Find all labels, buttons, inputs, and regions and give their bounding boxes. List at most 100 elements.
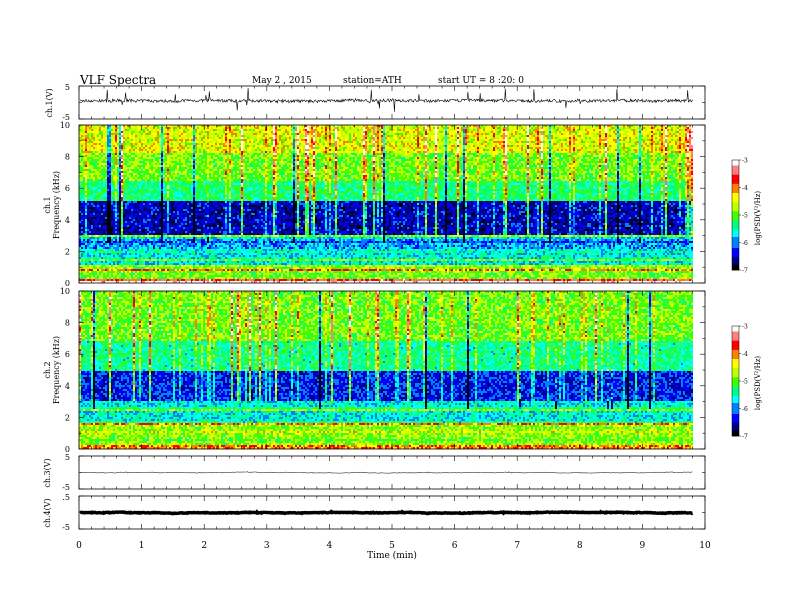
spectrogram-column — [451, 205, 453, 241]
spectrogram-column — [289, 279, 291, 281]
spectrogram-column — [323, 201, 325, 219]
spectrogram-column — [545, 157, 547, 275]
spectrogram-column — [221, 211, 223, 233]
spectrogram-column — [199, 149, 201, 279]
spectrogram-column — [269, 125, 271, 275]
colorbar-segment — [732, 229, 739, 232]
spectrogram-column — [133, 125, 135, 273]
spectrogram-column — [375, 215, 377, 217]
spectrogram-column — [423, 201, 425, 231]
spectrogram-column — [339, 181, 341, 263]
spectrogram-column — [567, 207, 569, 249]
spectrogram-column — [217, 127, 219, 153]
spectrogram-column — [505, 239, 507, 241]
spectrogram-column — [211, 157, 213, 263]
spectrogram-column — [197, 295, 199, 443]
spectrogram-column — [623, 189, 625, 263]
spectrogram-column — [497, 155, 499, 277]
spectrogram-column — [231, 281, 233, 283]
spectrogram-column — [513, 161, 515, 277]
spectrogram-column — [497, 269, 499, 271]
spectrogram-column — [179, 341, 181, 445]
spectrogram-column — [123, 237, 125, 259]
spectrogram-column — [257, 423, 259, 433]
spectrogram-column — [681, 205, 683, 265]
spectrogram-column — [239, 211, 241, 217]
spectrogram-column — [651, 127, 653, 145]
spectrogram-column — [413, 187, 415, 253]
spectrogram-column — [281, 205, 283, 265]
spectrogram-column — [605, 137, 607, 181]
spectrogram-column — [285, 201, 287, 215]
spectrogram-column — [179, 343, 181, 441]
spectrogram-column — [553, 201, 555, 205]
spectrogram-column — [675, 137, 677, 151]
spectrogram-column — [157, 131, 159, 143]
spectrogram-column — [185, 133, 187, 271]
spectrogram-column — [503, 201, 505, 259]
spectrogram-column — [439, 201, 441, 219]
spectrogram-column — [587, 129, 589, 275]
spectrogram-column — [173, 211, 175, 265]
spectrogram-column — [567, 233, 569, 247]
spectrogram-column — [311, 445, 313, 447]
spectrogram-column — [409, 279, 411, 281]
spectrogram-column — [587, 151, 589, 267]
spectrogram-column — [625, 203, 627, 233]
colorbar-segment — [732, 253, 739, 256]
spectrogram-column — [443, 201, 445, 231]
spectrogram-column — [581, 243, 583, 263]
spectrogram-column — [511, 281, 513, 283]
spectrogram-column — [423, 281, 425, 283]
spectrogram-column — [131, 131, 133, 279]
spectrogram-column — [273, 445, 275, 447]
spectrogram-column — [291, 347, 293, 443]
spectrogram-column — [303, 203, 305, 249]
spectrogram-column — [311, 281, 313, 283]
spectrogram-column — [463, 259, 465, 275]
spectrogram-column — [595, 281, 597, 283]
spectrogram-column — [485, 201, 487, 235]
spectrogram-column — [425, 155, 427, 271]
spectrogram-column — [373, 205, 375, 279]
spectrogram-column — [149, 205, 151, 235]
spectrogram-column — [163, 201, 165, 247]
spectrogram-column — [175, 305, 177, 445]
spectrogram-column — [169, 201, 171, 227]
spectrogram-column — [607, 281, 609, 283]
spectrogram-column — [473, 127, 475, 277]
spectrogram-column — [93, 125, 95, 279]
colorbar-segment — [732, 163, 739, 166]
spectrogram-column — [235, 343, 237, 421]
spectrogram-column — [409, 281, 411, 283]
spectrogram-column — [443, 281, 445, 283]
spectrogram-column — [497, 183, 499, 265]
spectrogram-column — [513, 135, 515, 279]
spectrogram-column — [135, 211, 137, 231]
spectrogram-column — [449, 129, 451, 267]
spectrogram-column — [307, 159, 309, 191]
spectrogram-column — [173, 205, 175, 235]
spectrogram-column — [101, 345, 103, 421]
spectrogram-column — [253, 343, 255, 419]
frequency-tick-label: 2 — [65, 247, 70, 256]
spectrogram-column — [103, 375, 105, 401]
spectrogram-column — [433, 125, 435, 271]
spectrogram-column — [313, 239, 315, 249]
spectrogram-column — [277, 203, 279, 249]
spectrogram-column — [305, 373, 307, 391]
spectrogram-column — [579, 163, 581, 277]
spectrogram-column — [153, 137, 155, 277]
ch1-waveform-trace — [79, 87, 693, 112]
spectrogram-column — [161, 281, 163, 283]
spectrogram-column — [223, 143, 225, 151]
spectrogram-column — [211, 127, 213, 275]
spectrogram-column — [341, 187, 343, 253]
spectrogram-column — [87, 291, 89, 445]
spectrogram-column — [433, 229, 435, 231]
spectrogram-column — [267, 195, 269, 265]
spectrogram-column — [101, 371, 103, 393]
spectrogram-column — [627, 147, 629, 267]
spectrogram-column — [591, 279, 593, 281]
spectrogram-column — [157, 201, 159, 243]
